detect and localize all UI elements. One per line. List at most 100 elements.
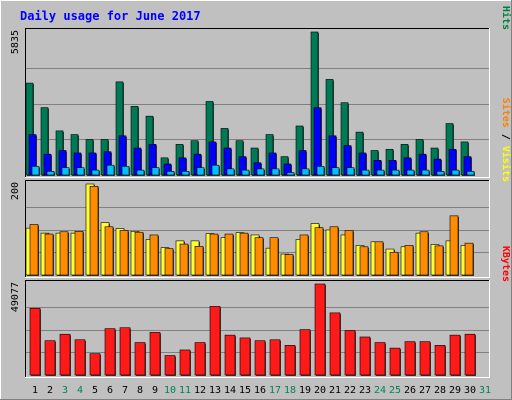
bar-sites-day-25	[389, 251, 399, 276]
bar-pages-day-1	[31, 166, 40, 176]
bar-pages-day-4	[76, 167, 85, 176]
bar-kbytes-day-23-body	[359, 336, 371, 376]
bar-sites-day-14-body	[224, 233, 234, 276]
bar-pages-day-12-body	[196, 167, 205, 176]
x-tick-label-31: 31	[479, 385, 491, 396]
bar-kbytes-day-26-body	[404, 341, 416, 376]
bar-kbytes-day-10	[164, 355, 176, 376]
bar-sites-day-14	[224, 233, 234, 276]
bar-kbytes-day-1-body	[29, 307, 41, 376]
bar-kbytes-day-12	[194, 342, 206, 376]
panel-kbytes: 49077 KBytes	[10, 246, 511, 378]
panel-hits-files-pages-series-labels: Pages / Files / Hits	[500, 0, 512, 30]
bar-sites-day-3-body	[59, 231, 69, 276]
bar-pages-day-5	[91, 169, 100, 176]
bar-kbytes-day-18-body	[284, 345, 296, 376]
bar-pages-day-9-body	[151, 167, 160, 176]
bar-pages-day-30	[466, 171, 475, 176]
bar-pages-day-6	[106, 164, 115, 176]
bar-sites-day-3	[59, 231, 69, 276]
panel-visits-sites-label-separator: /	[500, 128, 511, 146]
bar-sites-day-8-body	[134, 231, 144, 276]
bar-pages-day-4-body	[76, 167, 85, 176]
bar-pages-day-25-body	[391, 169, 400, 176]
panel-visits-sites-label-sites: Sites	[500, 98, 512, 128]
bar-kbytes-day-15	[239, 337, 251, 376]
bar-sites-day-11-body	[179, 243, 189, 276]
panel-hits-files-pages-bars	[25, 31, 475, 176]
bar-kbytes-day-15-body	[239, 337, 251, 376]
panel-visits-sites-bars	[25, 183, 474, 276]
bar-sites-day-28	[434, 245, 444, 276]
bar-sites-day-20	[314, 227, 324, 276]
bar-pages-day-27	[421, 169, 430, 176]
bar-pages-day-18-body	[286, 172, 295, 176]
bar-sites-day-15	[239, 232, 249, 276]
bar-kbytes-day-6-body	[104, 328, 116, 376]
x-tick-label-3: 3	[62, 385, 68, 396]
bar-kbytes-day-9	[149, 332, 161, 376]
bar-pages-day-6-body	[106, 164, 115, 176]
bar-sites-day-12	[194, 246, 204, 276]
panel-visits-sites: 200 Sites / Visits	[10, 98, 512, 278]
x-tick-label-1: 1	[32, 385, 38, 396]
x-tick-label-18: 18	[284, 385, 296, 396]
bar-kbytes-day-20	[314, 283, 326, 376]
bar-sites-day-25-body	[389, 251, 399, 276]
panel-hits-files-pages: 5835 Pages / Files / Hits	[10, 0, 512, 178]
bar-pages-day-17-body	[271, 168, 280, 176]
bar-pages-day-10	[166, 171, 175, 176]
bar-kbytes-day-25	[389, 347, 401, 376]
x-tick-label-9: 9	[152, 385, 158, 396]
bar-pages-day-14	[226, 168, 235, 176]
x-tick-label-5: 5	[92, 385, 98, 396]
bar-kbytes-day-11-body	[179, 349, 191, 376]
bar-kbytes-day-27	[419, 341, 431, 376]
bar-pages-day-2	[46, 171, 55, 176]
bar-pages-day-23-body	[361, 169, 370, 176]
x-tick-label-17: 17	[269, 385, 281, 396]
x-tick-label-27: 27	[419, 385, 431, 396]
chart-panels: 5835 Pages / Files / Hits 200 Sites / Visit…	[10, 0, 512, 378]
bar-sites-day-24	[374, 241, 384, 276]
bar-sites-day-19-body	[299, 234, 309, 276]
panel-kbytes-series-labels: KBytes	[500, 246, 511, 282]
bar-sites-day-2	[44, 233, 54, 276]
bar-kbytes-day-6	[104, 328, 116, 376]
bar-pages-day-21-body	[331, 167, 340, 176]
bar-kbytes-day-27-body	[419, 341, 431, 376]
bar-sites-day-16-body	[254, 237, 264, 276]
bar-pages-day-21	[331, 167, 340, 176]
bar-sites-day-18	[284, 254, 294, 276]
bar-pages-day-9	[151, 167, 160, 176]
bar-pages-day-24	[376, 169, 385, 176]
bar-sites-day-13-body	[209, 233, 219, 276]
x-tick-label-7: 7	[122, 385, 128, 396]
x-tick-label-12: 12	[194, 385, 206, 396]
x-tick-label-26: 26	[404, 385, 416, 396]
bar-kbytes-day-2	[44, 340, 56, 376]
bar-pages-day-22-body	[346, 167, 355, 176]
bar-kbytes-day-14	[224, 334, 236, 376]
bar-sites-day-5	[89, 185, 99, 276]
bar-sites-day-13	[209, 233, 219, 276]
bar-sites-day-12-body	[194, 246, 204, 276]
bar-kbytes-day-19-body	[299, 329, 311, 376]
x-tick-label-28: 28	[434, 385, 446, 396]
bar-kbytes-day-1	[29, 307, 41, 376]
bar-sites-day-24-body	[374, 241, 384, 276]
x-tick-label-30: 30	[464, 385, 476, 396]
bar-kbytes-day-13	[209, 306, 221, 376]
bar-kbytes-day-28	[434, 345, 446, 376]
bar-pages-day-27-body	[421, 169, 430, 176]
bar-sites-day-7	[119, 230, 129, 276]
bar-kbytes-day-28-body	[434, 345, 446, 376]
bar-kbytes-day-4	[74, 339, 86, 376]
bar-kbytes-day-8	[134, 342, 146, 376]
x-tick-label-15: 15	[239, 385, 251, 396]
bar-sites-day-22	[344, 230, 354, 276]
bar-pages-day-16-body	[256, 168, 265, 176]
bar-kbytes-day-30-body	[464, 333, 476, 376]
bar-pages-day-13-body	[211, 164, 220, 176]
